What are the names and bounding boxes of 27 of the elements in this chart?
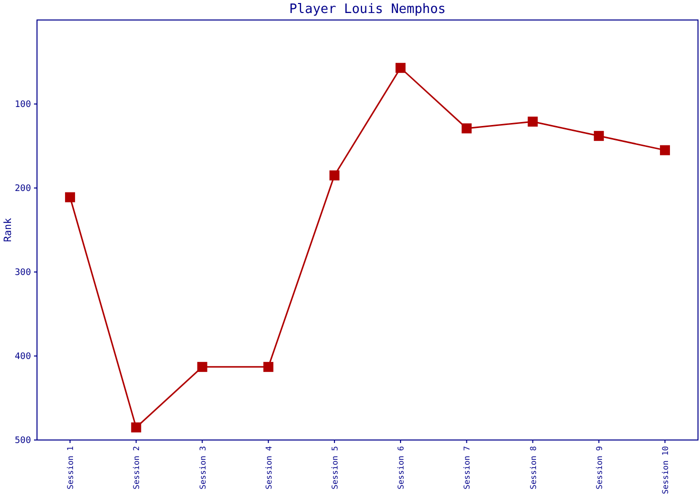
y-tick-label: 100 <box>14 100 31 110</box>
x-tick-label: Session 7 <box>462 446 472 490</box>
x-tick-label: Session 2 <box>132 446 142 490</box>
point <box>594 130 604 141</box>
x-tick-label: Session 1 <box>66 446 76 490</box>
y-tick-label: 200 <box>14 184 31 194</box>
point <box>329 170 340 180</box>
point <box>660 145 670 156</box>
point <box>65 192 76 202</box>
y-tick-label: 400 <box>14 352 31 362</box>
x-tick-label: Session 8 <box>528 446 538 490</box>
y-axis-title: Rank <box>3 218 14 242</box>
y-tick-label: 500 <box>14 436 31 446</box>
point <box>462 123 472 134</box>
x-tick-label: Session 6 <box>396 446 406 490</box>
point <box>131 422 142 432</box>
x-tick-label: Session 10 <box>660 446 670 494</box>
y-tick-label: 300 <box>14 268 31 278</box>
x-tick-label: Session 9 <box>594 446 604 490</box>
point <box>197 362 208 372</box>
chart-title: Player Louis Nemphos <box>289 2 446 17</box>
point <box>396 62 406 73</box>
point <box>528 116 538 127</box>
x-tick-label: Session 3 <box>198 446 208 490</box>
x-tick-label: Session 4 <box>264 446 274 490</box>
point <box>263 362 274 372</box>
x-tick-label: Session 5 <box>330 446 340 490</box>
